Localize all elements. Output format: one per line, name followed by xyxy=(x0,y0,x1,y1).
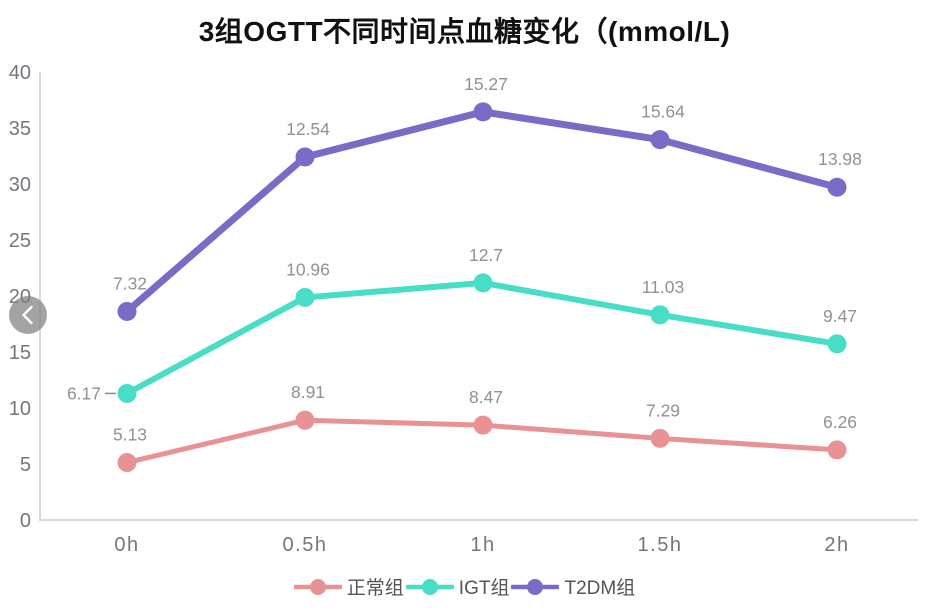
data-point-marker xyxy=(827,177,847,197)
y-axis-tick-label: 10 xyxy=(9,398,31,420)
y-axis-tick-label: 25 xyxy=(9,230,31,252)
data-point-label: 12.54 xyxy=(286,119,330,139)
chart-title: 3组OGTT不同时间点血糖变化（(mmol/L) xyxy=(198,16,731,47)
y-axis-tick-label: 15 xyxy=(9,342,31,364)
data-point-marker xyxy=(827,334,847,354)
data-point-label: 6.26 xyxy=(823,412,857,432)
legend-marker-icon xyxy=(511,578,560,595)
data-point-label: 15.64 xyxy=(641,102,685,122)
legend-label: IGT组 xyxy=(458,578,510,599)
data-point-label: 9.47 xyxy=(823,306,857,326)
data-point-label: 7.32 xyxy=(113,273,147,293)
legend-item-1: IGT组 xyxy=(405,573,510,600)
data-point-marker xyxy=(117,453,137,473)
legend-marker-icon xyxy=(405,578,454,595)
data-point-label: 8.47 xyxy=(469,387,503,407)
axis-line xyxy=(39,72,918,521)
y-axis-tick-label: 30 xyxy=(9,174,31,196)
x-axis-tick-label: 0.5h xyxy=(283,534,328,556)
data-point-label: 8.91 xyxy=(291,382,325,402)
y-axis-tick-label: 0 xyxy=(20,510,31,532)
data-point-marker xyxy=(473,273,493,293)
data-point-label: 5.13 xyxy=(113,425,147,445)
data-point-label: 13.98 xyxy=(818,149,862,169)
legend-item-2: T2DM组 xyxy=(511,573,635,600)
data-point-label: 7.29 xyxy=(646,400,680,420)
x-axis-tick-label: 1h xyxy=(470,534,495,556)
y-axis-tick-label: 35 xyxy=(9,118,31,140)
chevron-left-icon xyxy=(22,305,33,325)
data-point-marker xyxy=(295,147,315,167)
legend-item-0: 正常组 xyxy=(293,573,404,600)
data-point-marker xyxy=(650,130,670,150)
legend-label: 正常组 xyxy=(346,578,404,599)
chart-legend: 正常组 IGT组 T2DM组 xyxy=(0,573,929,600)
data-point-marker xyxy=(295,410,315,430)
data-point-label: 6.17 xyxy=(67,383,101,403)
data-point-marker xyxy=(117,383,137,403)
carousel-prev-button[interactable] xyxy=(9,296,47,334)
x-axis-tick-label: 0h xyxy=(114,534,139,556)
legend-label: T2DM组 xyxy=(564,578,636,599)
series-line-1 xyxy=(124,279,840,397)
y-axis-tick-label: 5 xyxy=(20,454,31,476)
data-point-label: 10.96 xyxy=(286,259,330,279)
legend-marker-icon xyxy=(293,578,342,595)
data-point-marker xyxy=(473,415,493,435)
data-point-label: 15.27 xyxy=(464,74,508,94)
data-point-marker xyxy=(650,428,670,448)
data-point-marker xyxy=(650,305,670,325)
x-axis-tick-label: 1.5h xyxy=(638,534,683,556)
x-axis-tick-label: 2h xyxy=(824,534,849,556)
y-axis-tick-label: 40 xyxy=(9,62,31,84)
data-point-marker xyxy=(295,287,315,307)
data-point-marker xyxy=(473,102,493,122)
data-point-label: 12.7 xyxy=(469,245,503,265)
data-point-marker xyxy=(117,301,137,321)
data-point-label: 11.03 xyxy=(642,277,685,297)
data-point-marker xyxy=(827,440,847,460)
